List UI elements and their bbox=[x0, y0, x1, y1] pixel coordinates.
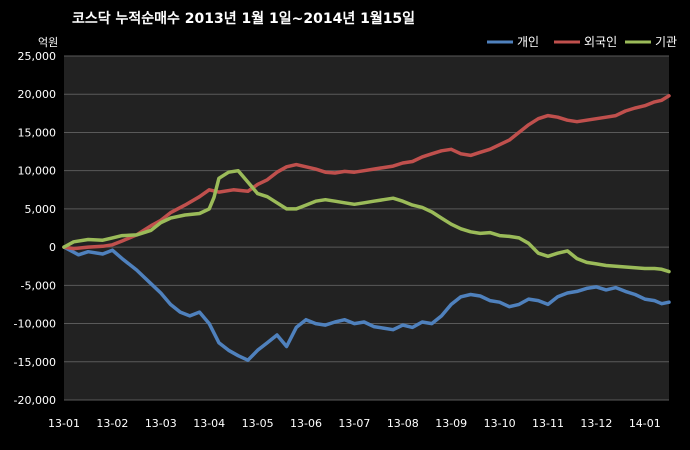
y-tick-label: -20,000 bbox=[14, 394, 56, 407]
x-tick-label: 13-06 bbox=[290, 417, 322, 430]
x-tick-label: 13-11 bbox=[532, 417, 564, 430]
x-tick-label: 13-04 bbox=[193, 417, 225, 430]
x-tick-label: 14-01 bbox=[629, 417, 661, 430]
x-axis-ticks: 13-01 13-02 13-03 13-04 13-05 13-06 13-07 13-08… bbox=[48, 417, 661, 430]
x-tick-label: 13-03 bbox=[145, 417, 177, 430]
y-axis-unit: 억원 bbox=[38, 36, 58, 49]
x-tick-label: 13-07 bbox=[338, 417, 370, 430]
x-tick-label: 13-02 bbox=[96, 417, 128, 430]
y-tick-label: 25,000 bbox=[18, 50, 57, 63]
x-tick-label: 13-10 bbox=[484, 417, 516, 430]
y-axis-ticks: 25,000 20,000 15,000 10,000 5,000 0 -5,000 -10,… bbox=[14, 50, 56, 407]
y-tick-label: -5,000 bbox=[21, 279, 56, 292]
y-tick-label: 5,000 bbox=[25, 203, 57, 216]
y-tick-label: 0 bbox=[49, 241, 56, 254]
y-tick-label: -10,000 bbox=[14, 318, 56, 331]
x-tick-label: 13-12 bbox=[580, 417, 612, 430]
x-tick-label: 13-05 bbox=[242, 417, 274, 430]
plot-area bbox=[64, 56, 669, 400]
x-tick-label: 13-08 bbox=[387, 417, 419, 430]
y-tick-label: -15,000 bbox=[14, 356, 56, 369]
legend-label: 외국인 bbox=[584, 35, 617, 49]
legend-label: 기관 bbox=[655, 35, 677, 49]
series-lines bbox=[62, 94, 671, 362]
legend: 개인 외국인 기관 bbox=[487, 35, 677, 49]
x-tick-label: 13-01 bbox=[48, 417, 80, 430]
legend-label: 개인 bbox=[517, 35, 539, 49]
y-tick-label: 10,000 bbox=[18, 165, 57, 178]
y-tick-label: 20,000 bbox=[18, 88, 57, 101]
x-tick-label: 13-09 bbox=[435, 417, 467, 430]
series-line-1 bbox=[62, 245, 671, 362]
y-tick-label: 15,000 bbox=[18, 126, 57, 139]
series-line-2 bbox=[62, 94, 671, 251]
chart-title: 코스닥 누적순매수 2013년 1월 1일~2014년 1월15일 bbox=[72, 10, 415, 27]
series-line-3 bbox=[62, 168, 671, 274]
gridlines bbox=[64, 55, 669, 401]
